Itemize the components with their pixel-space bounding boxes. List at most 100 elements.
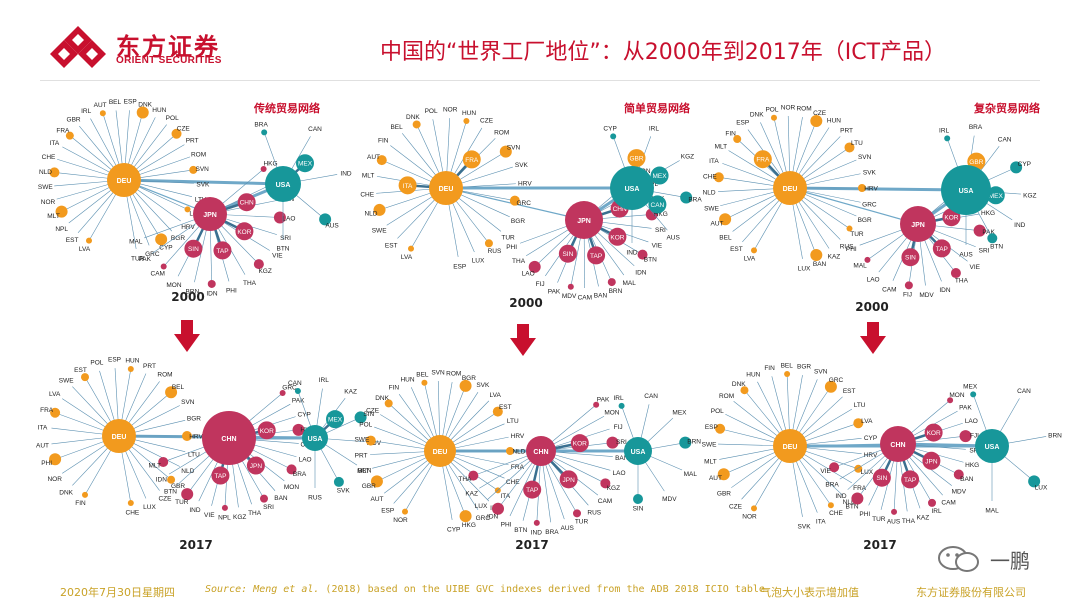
country-label: PAK	[138, 256, 151, 263]
country-label: CZE	[729, 503, 743, 510]
country-label: EST	[843, 388, 856, 395]
country-label: BAN	[594, 293, 608, 300]
country-label: LUX	[472, 258, 485, 265]
country-label: IDN	[939, 287, 951, 294]
country-label: NLD	[843, 499, 856, 506]
country-label: DNK	[138, 101, 152, 108]
svg-text:传统贸易网络: 传统贸易网络	[253, 101, 320, 115]
country-label: LUX	[798, 265, 811, 272]
country-label: IND	[340, 170, 352, 177]
country-label: FIJ	[903, 292, 912, 299]
hub-bubble	[107, 163, 141, 197]
country-label: RUS	[488, 248, 502, 255]
major-partner-label: KOR	[573, 441, 587, 448]
country-label: THA	[458, 476, 472, 483]
country-label: HKG	[981, 210, 995, 217]
country-bubble	[189, 165, 198, 174]
country-label: SRI	[979, 248, 990, 255]
major-partner-label: MEX	[298, 161, 313, 168]
country-label: SRI	[280, 235, 291, 242]
country-bubble	[891, 508, 898, 515]
country-label: NOR	[41, 199, 56, 206]
country-bubble	[354, 411, 367, 424]
country-label: CAM	[598, 498, 612, 505]
country-bubble	[844, 142, 855, 153]
country-label: DNK	[375, 395, 389, 402]
country-bubble	[864, 256, 871, 263]
country-label: AUS	[561, 525, 575, 532]
country-label: IND	[626, 250, 638, 257]
country-bubble	[827, 502, 834, 509]
country-label: PAK	[959, 404, 972, 411]
country-bubble	[733, 135, 742, 144]
country-bubble	[221, 504, 228, 511]
country-bubble	[858, 184, 866, 192]
country-label: FRA	[853, 485, 867, 492]
country-label: MAL	[985, 508, 999, 515]
hub-bubble	[526, 436, 556, 466]
down-arrow-icon	[860, 322, 886, 354]
country-label: CYP	[298, 411, 311, 418]
country-label: GBR	[171, 483, 185, 490]
country-label: IND	[1014, 222, 1026, 229]
country-bubble	[717, 468, 730, 481]
major-partner-bubble	[296, 154, 315, 173]
hub-label: DEU	[783, 186, 798, 193]
major-partner-label: MEX	[653, 173, 668, 180]
country-label: BTN	[990, 244, 1003, 251]
country-label: SVN	[181, 399, 195, 406]
country-label: POL	[765, 107, 778, 114]
country-label: ITA	[38, 425, 48, 432]
country-label: POL	[90, 360, 103, 367]
country-label: LAO	[965, 418, 978, 425]
hub-bubble	[193, 197, 227, 231]
country-bubble	[928, 498, 936, 507]
country-bubble	[751, 247, 757, 254]
country-label: CAN	[288, 380, 302, 387]
hub-bubble	[610, 166, 654, 210]
country-label: AUT	[367, 154, 380, 161]
major-partner-label: SIN	[905, 255, 916, 262]
major-partner-bubble	[627, 149, 646, 168]
hub-bubble	[773, 429, 807, 463]
hub-label: CHN	[890, 442, 905, 449]
year-label-2017-simple: 2017	[515, 538, 548, 552]
country-label: TUR	[575, 519, 589, 526]
country-label: AUS	[887, 518, 901, 525]
major-partner-bubble	[237, 193, 256, 212]
country-label: SWE	[38, 184, 53, 191]
country-label: HRV	[518, 181, 532, 188]
country-label: VIE	[970, 264, 981, 271]
country-bubble	[171, 128, 182, 139]
country-label: LUX	[1035, 485, 1048, 492]
country-bubble	[950, 268, 961, 279]
country-bubble	[600, 478, 611, 489]
country-label: BTN	[164, 489, 177, 496]
country-label: MEX	[672, 409, 687, 416]
country-label: HKG	[263, 161, 277, 168]
country-bubble	[86, 237, 92, 244]
country-label: MON	[166, 282, 181, 289]
country-label: LUX	[861, 469, 874, 476]
country-bubble	[49, 453, 62, 466]
country-label: MDV	[919, 292, 934, 299]
country-label: BRA	[254, 121, 268, 128]
country-label: POL	[166, 115, 179, 122]
major-partner-bubble	[246, 456, 265, 475]
major-partner-label: KOR	[927, 430, 941, 437]
country-label: BRA	[688, 197, 702, 204]
country-bubble	[492, 502, 505, 515]
major-partner-bubble	[398, 176, 417, 195]
major-partner-bubble	[523, 480, 542, 499]
country-bubble	[680, 191, 693, 204]
major-partner-bubble	[650, 166, 669, 185]
country-label: BRA	[969, 124, 983, 131]
country-label: GBR	[362, 483, 376, 490]
hub-bubble	[565, 201, 603, 239]
country-label: LVA	[49, 391, 61, 398]
country-bubble	[182, 431, 192, 441]
